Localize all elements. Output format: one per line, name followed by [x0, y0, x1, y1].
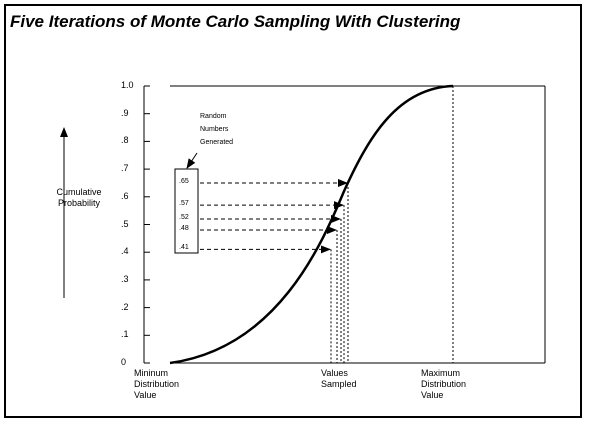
y-axis-label: Cumulative Probability [50, 187, 108, 209]
y-tick-label: .1 [121, 329, 129, 340]
random-number-value: .57 [179, 200, 189, 208]
x-label-max-line: Value [421, 390, 444, 400]
y-tick-label: .6 [121, 190, 129, 201]
random-label-line: Numbers [200, 126, 229, 133]
x-label-sampled: Values Sampled [321, 368, 357, 390]
x-label-sampled-line: Sampled [321, 379, 357, 389]
x-label-min-line: Distribution [134, 379, 180, 389]
random-label-pointer [186, 152, 198, 169]
axes [143, 85, 546, 364]
x-label-max-line: Distribution [421, 379, 467, 389]
y-axis-label-line: Cumulative [56, 187, 102, 197]
y-tick-label: .5 [121, 218, 129, 229]
random-number-value: .65 [179, 177, 189, 185]
random-label-line: Generated [200, 139, 234, 146]
random-number-value: .48 [179, 225, 189, 233]
y-tick-label: .3 [121, 273, 129, 284]
y-tick-label: .2 [121, 301, 129, 312]
random-label-line: Random [200, 113, 227, 120]
x-label-min-line: Value [134, 390, 157, 400]
x-label-max-line: Maximum [421, 368, 461, 378]
random-numbers-box [174, 168, 199, 254]
y-tick-label: .9 [121, 107, 129, 118]
x-label-min: Mininum Distribution Value [134, 368, 179, 401]
y-tick-label: 1.0 [121, 80, 134, 90]
figure-frame [4, 4, 582, 418]
guide-lines [330, 86, 454, 363]
x-label-min-line: Mininum [134, 368, 169, 378]
y-axis-label-line: Probability [57, 198, 101, 208]
sample-arrows [200, 178, 348, 254]
random-numbers-label: Random Numbers Generated [200, 110, 233, 149]
random-number-value: .41 [179, 244, 189, 252]
x-label-sampled-line: Values [321, 368, 348, 378]
y-tick-label: .8 [121, 135, 129, 146]
cumulative-curve [169, 84, 454, 365]
random-number-value: .52 [179, 213, 189, 221]
y-tick-label: 0 [121, 357, 127, 367]
y-tick-label: .4 [121, 246, 129, 257]
y-tick-label: .7 [121, 163, 129, 174]
x-label-max: Maximum Distribution Value [421, 368, 466, 401]
figure-title: Five Iterations of Monte Carlo Sampling … [10, 12, 461, 31]
